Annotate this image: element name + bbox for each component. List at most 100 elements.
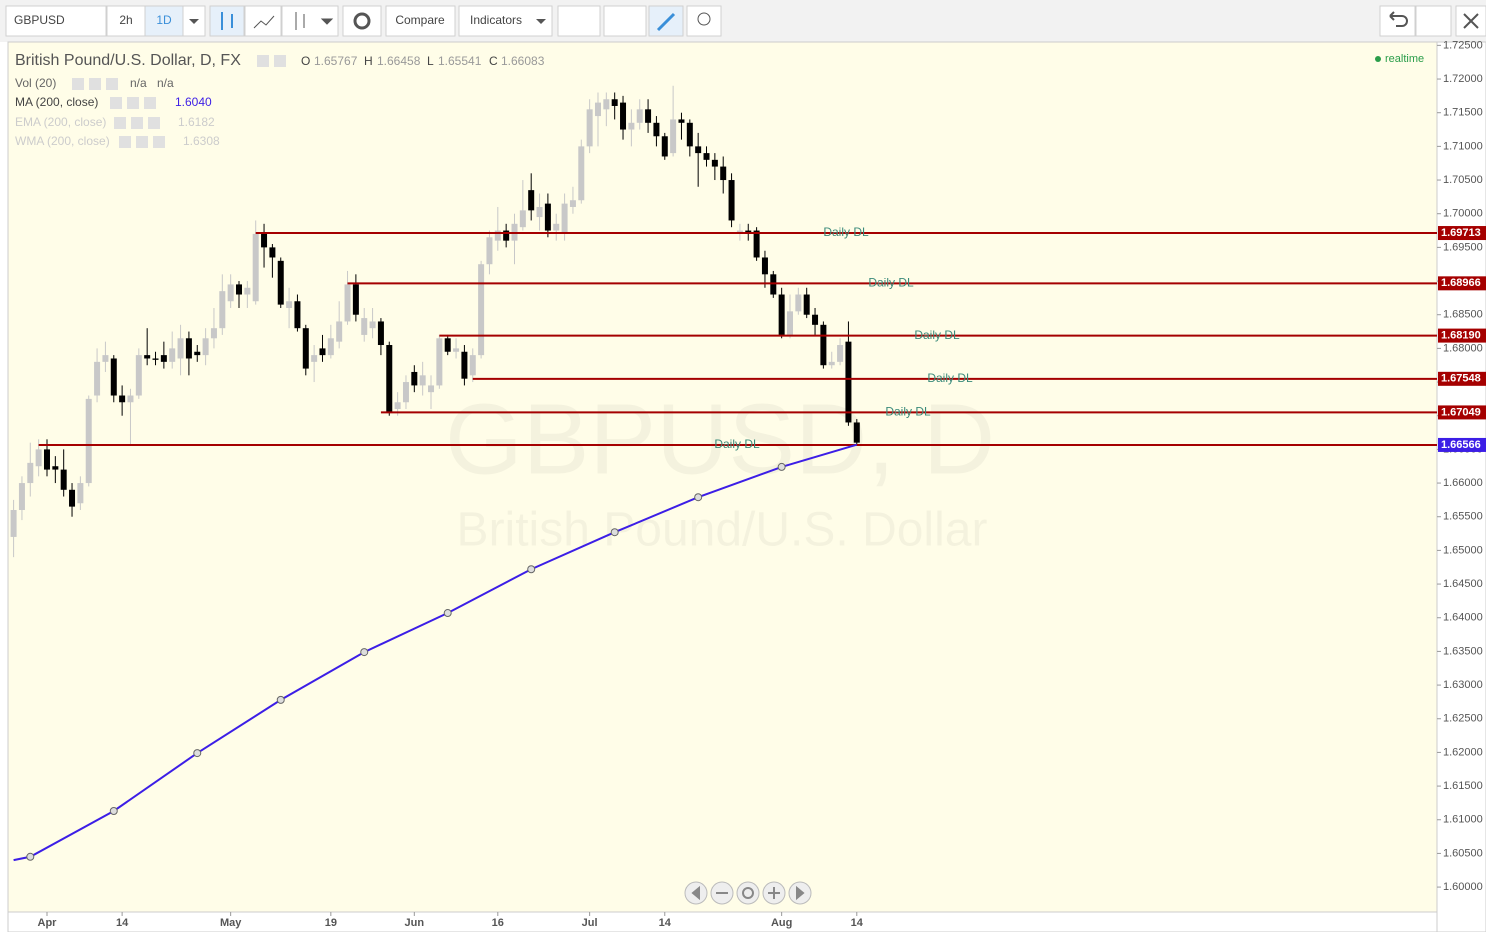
x-tick-label: Aug <box>771 917 792 929</box>
level-label: Daily DL <box>927 371 973 385</box>
y-tick-label: 1.63000 <box>1443 679 1483 691</box>
candle-body <box>553 223 560 231</box>
indicators-btn[interactable] <box>458 5 553 37</box>
candle-body <box>695 146 702 154</box>
y-tick-label: 1.68000 <box>1443 342 1483 354</box>
candle-body <box>185 338 192 359</box>
price-tag-label: 1.68190 <box>1441 329 1481 341</box>
candle-body <box>210 328 217 339</box>
interval-btn[interactable] <box>144 5 184 37</box>
x-tick-label: 14 <box>116 917 129 929</box>
x-tick-label: May <box>220 917 242 929</box>
candle-body <box>528 190 535 211</box>
reset[interactable] <box>736 881 760 905</box>
candle-body <box>653 122 660 137</box>
y-tick-label: 1.72000 <box>1443 73 1483 85</box>
candle-body <box>703 153 710 160</box>
candle-btn[interactable] <box>209 5 245 37</box>
ohlc-key: H <box>364 54 373 68</box>
candle-body <box>803 294 810 315</box>
alert-btn[interactable] <box>603 5 647 37</box>
price-tag-label: 1.67049 <box>1441 406 1481 418</box>
undo-btn[interactable] <box>1379 5 1416 37</box>
icon <box>1389 11 1408 27</box>
caret <box>189 19 199 24</box>
candle-body <box>135 355 142 396</box>
idea-btn[interactable] <box>686 5 722 37</box>
compare[interactable]: Compare <box>395 13 445 27</box>
symbol-box[interactable] <box>5 5 107 37</box>
candle-body <box>386 345 393 413</box>
candle-body <box>277 260 284 305</box>
y-tick-label: 1.69500 <box>1443 241 1483 253</box>
indicators[interactable]: Indicators <box>470 13 522 27</box>
y-tick-label: 1.61000 <box>1443 814 1483 826</box>
candle-body <box>494 230 501 241</box>
study-name: Vol (20) <box>15 76 56 90</box>
study-value: n/a <box>157 76 174 90</box>
candle-body <box>10 509 17 537</box>
candle-body <box>728 180 735 221</box>
candle-body <box>94 361 101 396</box>
y-tick-label: 1.66000 <box>1443 477 1483 489</box>
ma-point <box>193 749 202 758</box>
candle-body <box>411 371 418 386</box>
template-btn[interactable] <box>557 5 601 37</box>
candle-body <box>302 328 309 369</box>
compare-btn[interactable] <box>385 5 456 37</box>
study-value: 1.6040 <box>175 95 212 109</box>
study-value: n/a <box>130 76 147 90</box>
price-tag-label: 1.68966 <box>1441 277 1481 289</box>
settings-btn[interactable] <box>342 5 382 37</box>
plot-area[interactable] <box>7 41 1438 913</box>
candle-body <box>586 109 593 147</box>
candle-body <box>620 102 627 130</box>
x-tick-label: 19 <box>325 917 337 929</box>
legend-title: British Pound/U.S. Dollar, D, FX <box>15 52 241 69</box>
candle-body <box>60 469 67 490</box>
candle-body <box>252 233 259 302</box>
candle-body <box>628 122 635 130</box>
icon <box>221 12 233 30</box>
nav-buttons <box>684 881 812 905</box>
candle-body <box>227 284 234 302</box>
candle-body <box>18 483 25 510</box>
candle-body <box>35 449 42 467</box>
ma-line <box>13 443 858 862</box>
candle-body <box>119 395 126 403</box>
candle-body <box>636 109 643 123</box>
candle-body <box>812 314 819 325</box>
y-tick-label: 1.63500 <box>1443 645 1483 657</box>
price-tag <box>1438 405 1486 420</box>
candle-body <box>69 489 76 507</box>
y-tick-label: 1.60500 <box>1443 847 1483 859</box>
level-label: Daily DL <box>714 437 760 451</box>
candle-body <box>27 462 34 484</box>
watermark-description: British Pound/U.S. Dollar <box>457 504 988 557</box>
candle-body <box>778 294 785 335</box>
ohlc-key: L <box>427 54 434 68</box>
study-value: 1.6182 <box>178 115 215 129</box>
ohlc-key: O <box>301 54 310 68</box>
candle-body <box>352 284 359 315</box>
candle-body <box>327 338 334 356</box>
ohlc-value: 1.65541 <box>438 54 482 68</box>
study-name: WMA (200, close) <box>15 134 110 148</box>
icon <box>253 15 275 29</box>
y-tick-label: 1.70500 <box>1443 174 1483 186</box>
line-btn[interactable] <box>244 5 282 37</box>
x-tick-label: Apr <box>38 917 58 929</box>
interval[interactable]: 2h <box>119 13 132 27</box>
candle-body <box>43 449 50 470</box>
ma-point <box>694 493 703 502</box>
ma-point <box>109 806 118 815</box>
x-tick-label: 14 <box>659 917 672 929</box>
redo-btn[interactable] <box>1415 5 1452 37</box>
y-tick-label: 1.65500 <box>1443 511 1483 523</box>
x-tick-label: Jun <box>405 917 425 929</box>
candle-body <box>319 348 326 356</box>
study-value: 1.6308 <box>183 134 220 148</box>
interval[interactable]: 1D <box>156 13 172 27</box>
interval-btn[interactable] <box>106 5 146 37</box>
symbol[interactable]: GBPUSD <box>14 13 65 27</box>
